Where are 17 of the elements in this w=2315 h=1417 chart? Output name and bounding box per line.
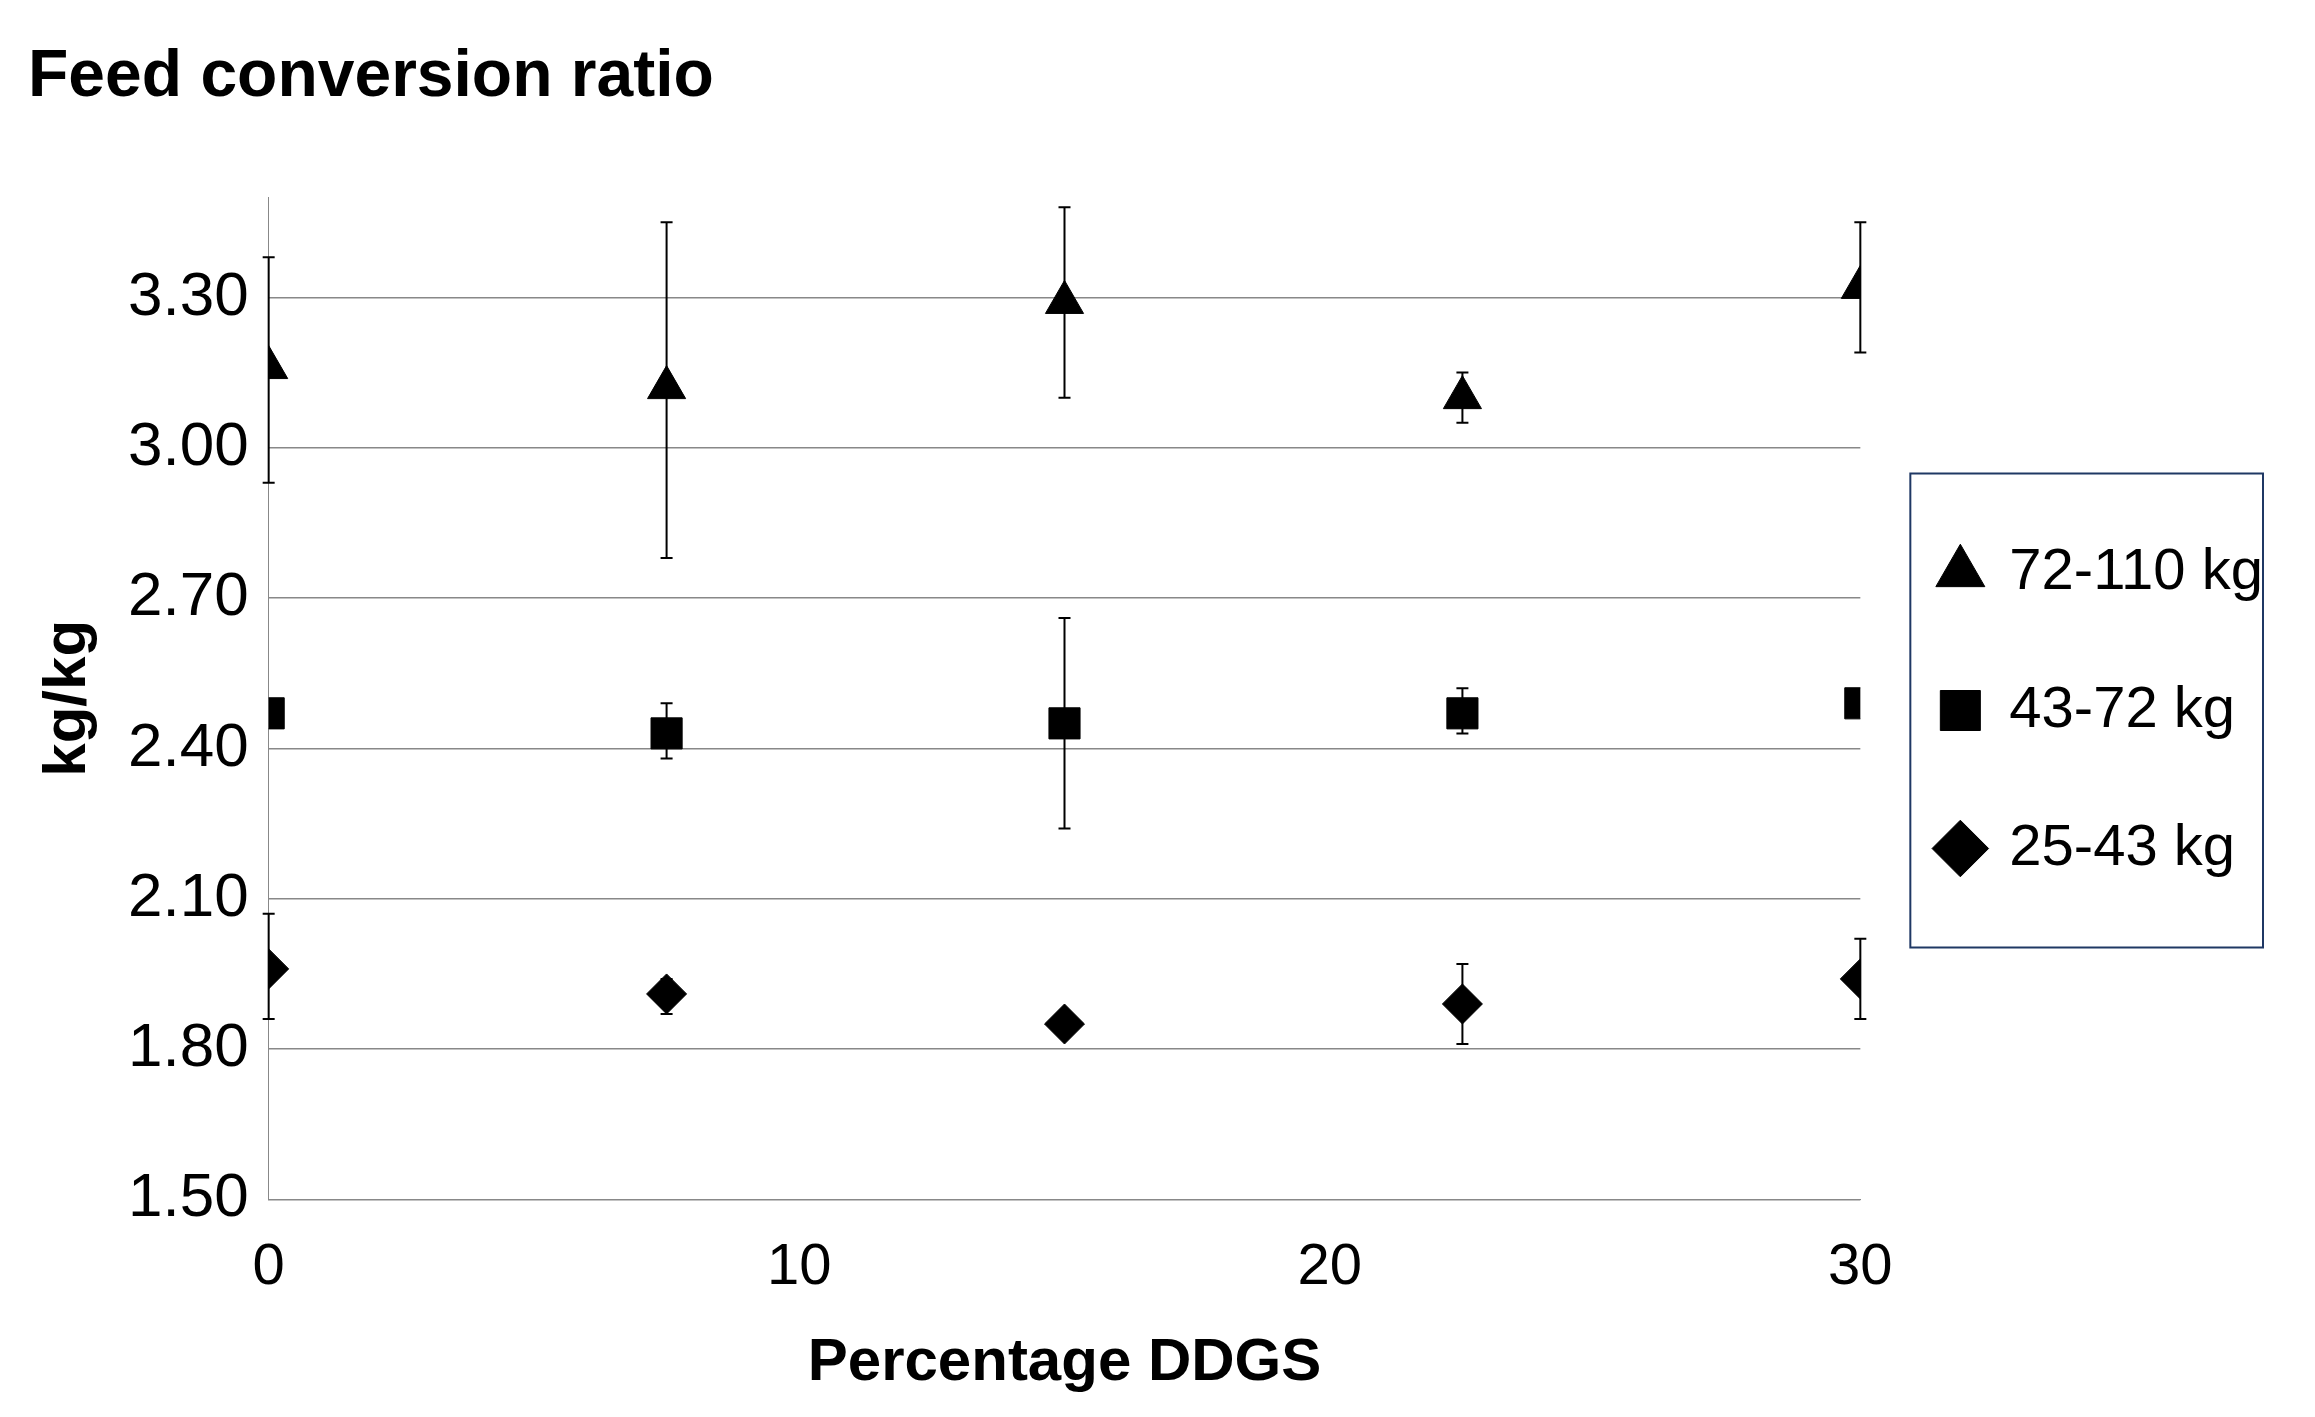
- y-tick-label: 2.40: [128, 709, 249, 779]
- x-tick-label: 10: [766, 1231, 832, 1297]
- y-tick-label: 1.50: [128, 1160, 249, 1230]
- x-tick-label: 20: [1297, 1231, 1363, 1297]
- y-tick-label: 2.70: [128, 559, 249, 629]
- x-tick-label: 0: [252, 1231, 285, 1297]
- chart-title: Feed conversion ratio: [28, 35, 714, 110]
- legend-label: 43-72 kg: [2009, 673, 2236, 739]
- y-tick-label: 3.30: [128, 258, 249, 328]
- y-axis-title: kg/kg: [30, 619, 98, 777]
- y-tick-label: 2.10: [128, 859, 249, 929]
- legend-label: 25-43 kg: [2009, 811, 2236, 877]
- x-axis-title: Percentage DDGS: [807, 1325, 1322, 1393]
- y-tick-label: 1.80: [128, 1010, 249, 1080]
- y-tick-label: 3.00: [128, 408, 249, 478]
- x-tick-label: 30: [1828, 1231, 1893, 1297]
- legend-label: 72-110 kg: [2009, 535, 2264, 601]
